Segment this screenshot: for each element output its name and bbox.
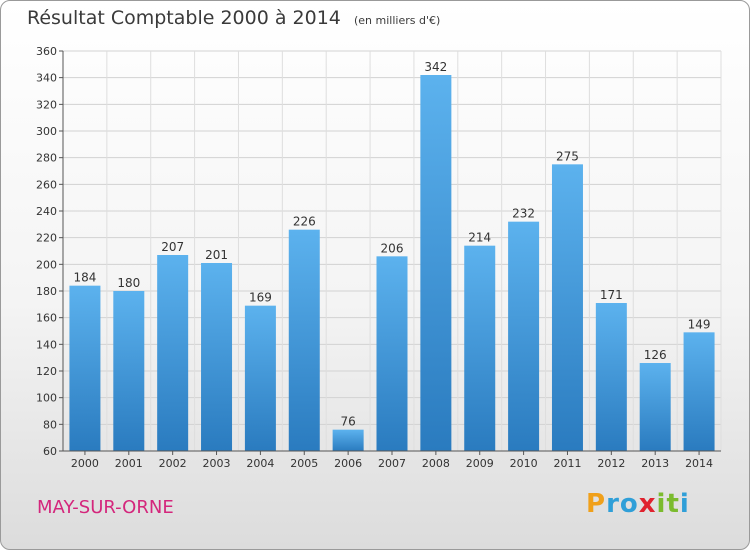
chart-title: Résultat Comptable 2000 à 2014 (en milli… <box>27 7 440 29</box>
x-tick-label-2007: 2007 <box>378 457 406 470</box>
axes: 60 80 100 120 140 160 180 200 220 240 260 280 300 320… <box>36 45 721 470</box>
y-tick-label: 300 <box>36 125 57 138</box>
x-tick-label-2014: 2014 <box>685 457 713 470</box>
y-tick-label: 320 <box>36 98 57 111</box>
x-tick-label-2003: 2003 <box>203 457 231 470</box>
y-tick-label: 160 <box>36 312 57 325</box>
logo-letter: x <box>638 489 657 519</box>
y-tick-label: 280 <box>36 152 57 165</box>
data-label-2006: 76 <box>340 415 355 429</box>
y-tick-label: 340 <box>36 72 57 85</box>
bar-2003 <box>201 263 233 451</box>
y-tick-label: 240 <box>36 205 57 218</box>
y-tick-label: 360 <box>36 45 57 58</box>
bar-2000 <box>69 285 101 451</box>
bar-2002 <box>157 255 189 451</box>
data-label-2007: 206 <box>381 241 404 255</box>
y-tick-label: 260 <box>36 178 57 191</box>
x-tick-label-2004: 2004 <box>246 457 274 470</box>
data-label-2003: 201 <box>205 248 228 262</box>
x-tick-label-2010: 2010 <box>510 457 538 470</box>
y-tick-label: 100 <box>36 392 57 405</box>
bar-2010 <box>508 221 540 451</box>
x-tick-label-2009: 2009 <box>466 457 494 470</box>
data-label-2011: 275 <box>556 149 579 163</box>
logo-letter: t <box>666 489 680 519</box>
bars <box>69 75 715 452</box>
data-label-2004: 169 <box>249 291 272 305</box>
logo-letter: i <box>679 489 690 519</box>
bar-2001 <box>113 291 145 451</box>
data-label-2001: 180 <box>117 276 140 290</box>
x-tick-label-2008: 2008 <box>422 457 450 470</box>
x-tick-label-2012: 2012 <box>597 457 625 470</box>
logo-letter: P <box>586 489 607 519</box>
x-tick-label-2006: 2006 <box>334 457 362 470</box>
logo-letter: i <box>656 489 667 519</box>
bar-2009 <box>464 245 496 451</box>
bar-2012 <box>595 303 627 451</box>
bar-2008 <box>420 75 452 451</box>
x-tick-label-2001: 2001 <box>115 457 143 470</box>
x-tick-label-2002: 2002 <box>159 457 187 470</box>
proxiti-logo: Proxiti <box>586 489 690 519</box>
x-tick-label-2000: 2000 <box>71 457 99 470</box>
bar-2011 <box>551 164 583 452</box>
y-tick-label: 180 <box>36 285 57 298</box>
data-label-2013: 126 <box>644 348 667 362</box>
bar-2013 <box>639 363 671 451</box>
y-tick-label: 140 <box>36 338 57 351</box>
logo-letter: r <box>606 489 620 519</box>
bar-2004 <box>244 305 276 451</box>
data-label-2008: 342 <box>424 60 447 74</box>
logo-letter: o <box>619 489 639 519</box>
data-label-2012: 171 <box>600 288 623 302</box>
x-tick-label-2005: 2005 <box>290 457 318 470</box>
data-label-2002: 207 <box>161 240 184 254</box>
y-tick-label: 60 <box>43 445 57 458</box>
bar-2014 <box>683 332 715 451</box>
data-label-2005: 226 <box>293 215 316 229</box>
x-tick-label-2013: 2013 <box>641 457 669 470</box>
chart-subtitle: (en milliers d'€) <box>353 14 441 27</box>
y-tick-label: 120 <box>36 365 57 378</box>
commune-name: MAY-SUR-ORNE <box>37 497 174 518</box>
data-label-2010: 232 <box>512 207 535 221</box>
data-labels: 184 180 207 201 169 226 76 206 342 214 232 275 171 12… <box>73 60 710 429</box>
bar-2006 <box>332 429 364 451</box>
data-label-2009: 214 <box>468 231 491 245</box>
y-tick-label: 80 <box>43 418 57 431</box>
chart-title-main: Résultat Comptable 2000 à 2014 <box>27 7 341 29</box>
bar-2007 <box>376 256 408 451</box>
data-label-2014: 149 <box>688 317 711 331</box>
y-tick-label: 200 <box>36 258 57 271</box>
data-label-2000: 184 <box>73 271 96 285</box>
bar-2005 <box>288 229 320 451</box>
y-tick-label: 220 <box>36 232 57 245</box>
x-tick-label-2011: 2011 <box>553 457 581 470</box>
